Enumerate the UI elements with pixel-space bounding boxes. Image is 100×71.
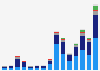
Bar — [61, 38, 65, 39]
Bar — [93, 10, 98, 11]
Bar — [80, 50, 84, 70]
Bar — [16, 56, 20, 57]
Bar — [93, 4, 98, 6]
Bar — [93, 15, 98, 38]
Bar — [87, 38, 91, 39]
Bar — [74, 44, 78, 45]
Bar — [16, 59, 20, 67]
Bar — [87, 42, 91, 55]
Bar — [2, 67, 7, 68]
Bar — [22, 61, 26, 62]
Bar — [80, 29, 84, 30]
Bar — [87, 39, 91, 40]
Bar — [54, 33, 59, 35]
Bar — [41, 65, 46, 66]
Bar — [61, 39, 65, 40]
Bar — [48, 60, 52, 61]
Bar — [74, 56, 78, 70]
Bar — [61, 54, 65, 70]
Bar — [54, 44, 59, 70]
Bar — [74, 47, 78, 56]
Bar — [67, 61, 72, 70]
Bar — [61, 42, 65, 54]
Bar — [80, 36, 84, 50]
Bar — [28, 66, 33, 67]
Bar — [28, 67, 33, 68]
Bar — [35, 65, 39, 66]
Bar — [54, 35, 59, 44]
Bar — [35, 68, 39, 70]
Bar — [80, 30, 84, 32]
Bar — [74, 45, 78, 47]
Bar — [2, 68, 7, 70]
Bar — [87, 40, 91, 42]
Bar — [22, 62, 26, 67]
Bar — [93, 6, 98, 10]
Bar — [54, 32, 59, 33]
Bar — [67, 53, 72, 54]
Bar — [48, 64, 52, 70]
Bar — [28, 68, 33, 70]
Bar — [54, 31, 59, 32]
Bar — [67, 55, 72, 61]
Bar — [41, 66, 46, 68]
Bar — [80, 33, 84, 36]
Bar — [35, 66, 39, 68]
Bar — [48, 61, 52, 64]
Bar — [2, 66, 7, 67]
Bar — [67, 54, 72, 55]
Bar — [16, 57, 20, 59]
Bar — [87, 55, 91, 70]
Bar — [48, 59, 52, 60]
Bar — [22, 67, 26, 70]
Bar — [93, 38, 98, 70]
Bar — [16, 67, 20, 70]
Bar — [9, 68, 13, 70]
Bar — [93, 11, 98, 15]
Bar — [80, 32, 84, 33]
Bar — [41, 68, 46, 70]
Bar — [9, 66, 13, 68]
Bar — [74, 43, 78, 44]
Bar — [61, 40, 65, 42]
Bar — [9, 65, 13, 66]
